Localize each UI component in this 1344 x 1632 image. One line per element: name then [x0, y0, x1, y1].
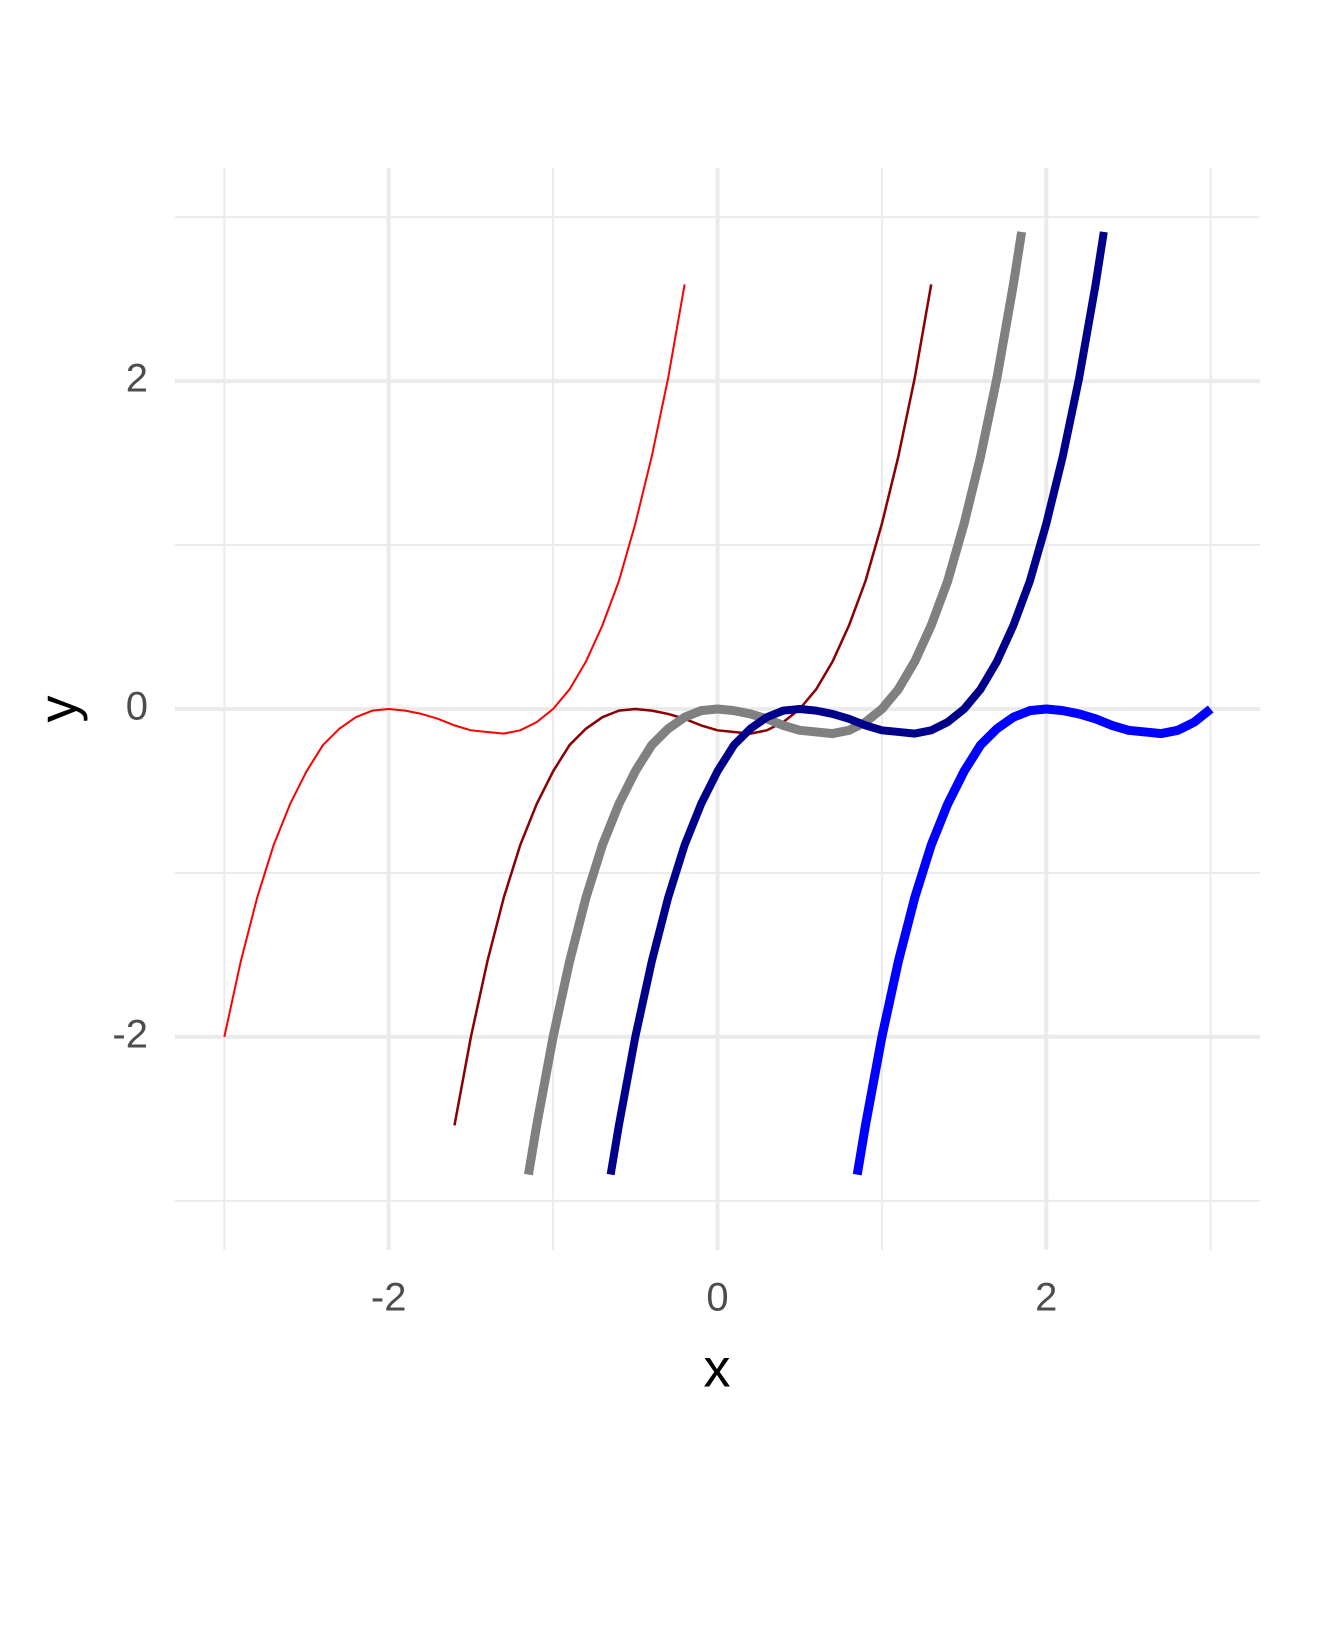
series-line: [453, 284, 933, 1126]
x-tick-label: -2: [371, 1276, 407, 1320]
y-axis-title: y: [28, 696, 88, 723]
y-tick-label: 0: [126, 685, 148, 729]
lines: [223, 231, 1214, 1176]
y-tick-label: 2: [126, 357, 148, 401]
y-tick-label: -2: [112, 1012, 148, 1056]
series-line: [524, 231, 1027, 1176]
series-line: [852, 704, 1214, 1176]
x-tick-label: 2: [1035, 1276, 1057, 1320]
series-line: [223, 284, 686, 1038]
x-tick-label: 0: [706, 1276, 728, 1320]
x-axis-title: x: [704, 1338, 731, 1398]
series-line: [606, 231, 1108, 1176]
